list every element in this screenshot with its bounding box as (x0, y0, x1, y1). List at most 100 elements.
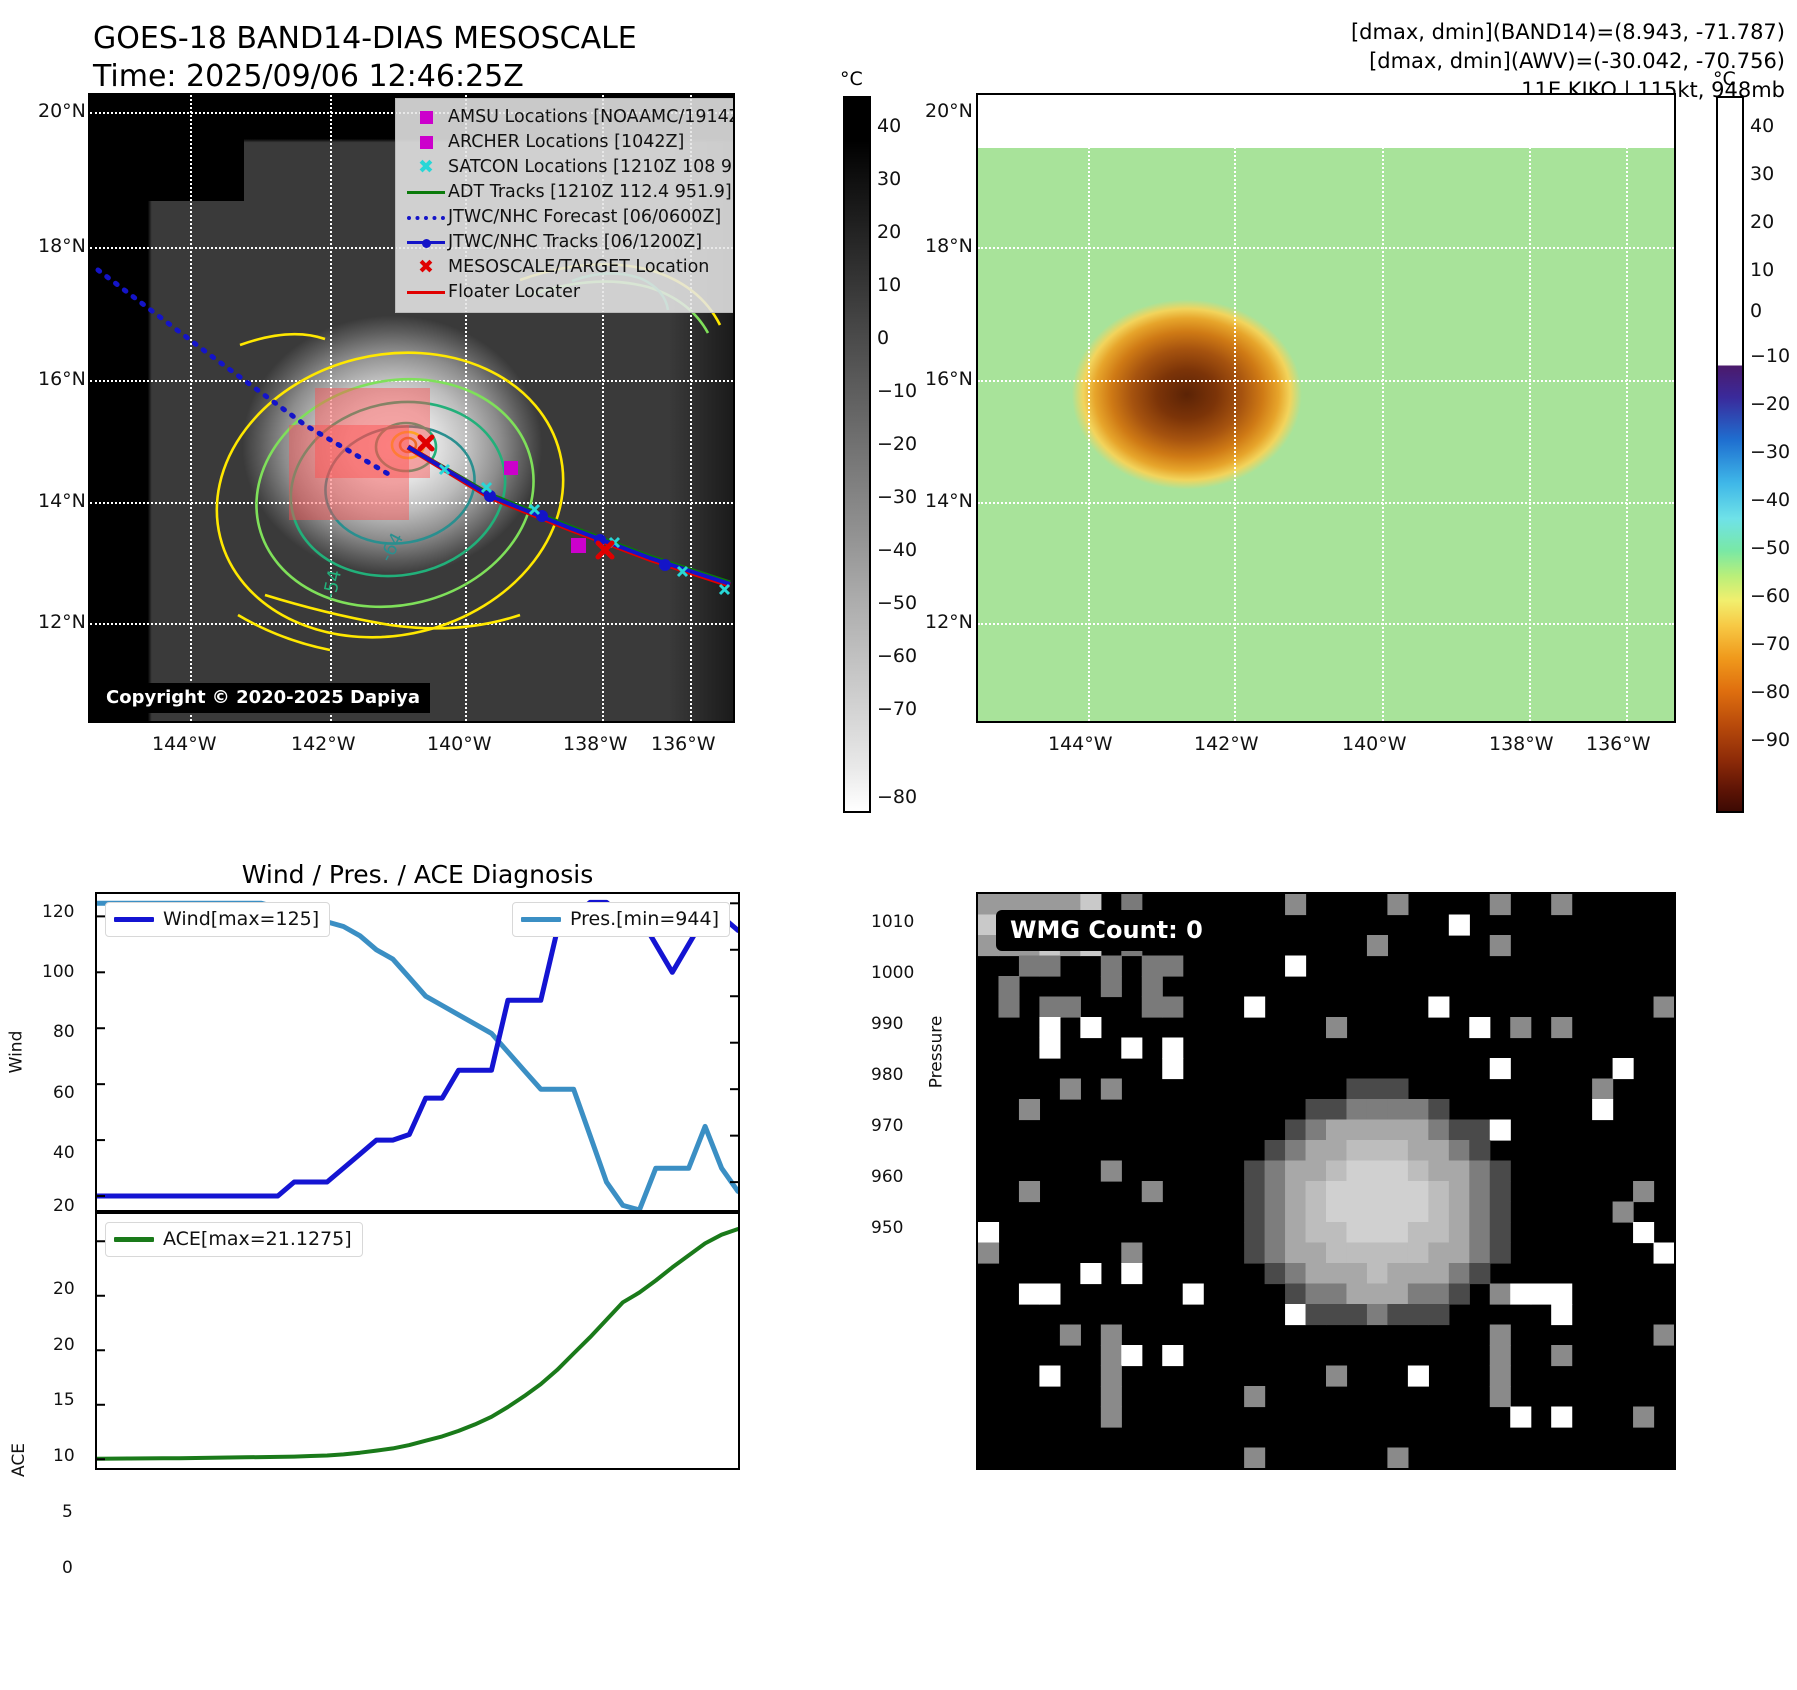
legend-label: JTWC/NHC Tracks [06/1200Z] (448, 231, 703, 252)
ace-legend-label: ACE[max=21.1275] (163, 1228, 352, 1250)
color-lon-tick-138w: 138°W (1489, 733, 1554, 755)
ir-legend: AMSU Locations [NOAAMC/1914Z 85 972] ARC… (395, 98, 735, 313)
pres-tick-970: 970 (871, 1116, 904, 1136)
ace-chart[interactable]: ACE[max=21.1275] (95, 1212, 740, 1470)
pres-tick-1000: 1000 (871, 963, 915, 983)
color-lon-tick-140w: 140°W (1342, 733, 1407, 755)
legend-label: SATCON Locations [1210Z 108 957] (448, 156, 735, 177)
ace-tick-0: 0 (62, 1558, 73, 1578)
color-cbar-tick-m70: −70 (1750, 633, 1791, 655)
ir-cbar-tick-10: 10 (877, 274, 902, 296)
color-lat-tick-18n: 18°N (925, 235, 973, 257)
pressure-legend-label: Pres.[min=944] (570, 908, 719, 930)
color-cbar-tick-m10: −10 (1750, 345, 1791, 367)
color-lat-tick-20n: 20°N (925, 100, 973, 122)
ir-contour-label-54: -54 (319, 568, 346, 601)
color-gridline-lon-138w (1529, 95, 1531, 721)
blue-dotted-line-icon (404, 215, 448, 220)
page-title-line2: Time: 2025/09/06 12:46:25Z (93, 59, 524, 95)
color-lat-tick-14n: 14°N (925, 490, 973, 512)
color-lat-tick-16n: 16°N (925, 368, 973, 390)
color-gridline-lon-142w (1234, 95, 1236, 721)
wind-pressure-chart[interactable]: Wind[max=125] Pres.[min=944] (95, 892, 740, 1212)
ir-cbar-tick-0: 0 (877, 327, 890, 349)
pres-tick-980: 980 (871, 1065, 904, 1085)
color-cbar-tick-m30: −30 (1750, 441, 1791, 463)
legend-item-adt: ADT Tracks [1210Z 112.4 951.9] (404, 180, 733, 205)
ir-lat-tick-16n: 16°N (38, 368, 86, 390)
header-stats: [dmax, dmin](BAND14)=(8.943, -71.787) [d… (1351, 18, 1785, 105)
color-cbar-tick-m50: −50 (1750, 537, 1791, 559)
color-cbar-tick-m60: −60 (1750, 585, 1791, 607)
pressure-axis-label: Pressure (926, 1015, 947, 1089)
color-enhanced-panel[interactable] (976, 93, 1676, 723)
legend-label: JTWC/NHC Forecast [06/0600Z] (448, 206, 722, 227)
page-title: GOES-18 BAND14-DIAS MESOSCALE Time: 2025… (93, 20, 637, 97)
ir-colorbar-gradient (843, 96, 871, 813)
legend-label: MESOSCALE/TARGET Location (448, 256, 710, 277)
pres-tick-950: 950 (871, 1218, 904, 1238)
ir-lon-tick-138w: 138°W (563, 733, 628, 755)
page-title-line1: GOES-18 BAND14-DIAS MESOSCALE (93, 21, 637, 56)
wind-legend-label: Wind[max=125] (163, 908, 320, 930)
legend-item-floater: Floater Locater (404, 280, 733, 305)
wind-tick-20: 20 (53, 1196, 75, 1216)
color-lon-tick-142w: 142°W (1194, 733, 1259, 755)
wmg-panel[interactable]: WMG Count: 0 (976, 892, 1676, 1470)
copyright-badge: Copyright © 2020-2025 Dapiya (96, 683, 431, 713)
ir-contour-label-64: -64 (376, 530, 408, 566)
legend-label: ARCHER Locations [1042Z] (448, 131, 685, 152)
ir-cbar-tick-m30: −30 (877, 486, 918, 508)
pres-tick-960: 960 (871, 1167, 904, 1187)
ir-lat-tick-14n: 14°N (38, 490, 86, 512)
wind-line-swatch (114, 916, 154, 922)
ir-lon-tick-144w: 144°W (152, 733, 217, 755)
header-stat-awv: [dmax, dmin](AWV)=(-30.042, -70.756) (1369, 48, 1785, 73)
legend-item-amsu: AMSU Locations [NOAAMC/1914Z 85 972] (404, 105, 733, 130)
color-colorbar-gradient (1716, 96, 1744, 813)
color-gridline-lat-18n (978, 247, 1674, 249)
ace-legend: ACE[max=21.1275] (105, 1222, 363, 1257)
color-cbar-tick-40: 40 (1750, 115, 1775, 137)
pres-tick-1010: 1010 (871, 912, 915, 932)
ir-cbar-tick-m50: −50 (877, 592, 918, 614)
header-stat-band14: [dmax, dmin](BAND14)=(8.943, -71.787) (1350, 20, 1785, 44)
ir-cbar-tick-20: 20 (877, 221, 902, 243)
color-cbar-tick-10: 10 (1750, 259, 1775, 281)
blue-line-marker-icon (404, 239, 448, 248)
pressure-legend: Pres.[min=944] (512, 902, 730, 937)
color-cbar-tick-m20: −20 (1750, 393, 1791, 415)
color-cbar-tick-m90: −90 (1750, 729, 1791, 751)
color-gridline-lat-12n (978, 623, 1674, 625)
ir-lat-tick-18n: 18°N (38, 235, 86, 257)
color-cbar-tick-m40: −40 (1750, 489, 1791, 511)
ir-lon-tick-142w: 142°W (291, 733, 356, 755)
legend-item-forecast: JTWC/NHC Forecast [06/0600Z] (404, 205, 733, 230)
ir-lon-tick-140w: 140°W (427, 733, 492, 755)
legend-item-satcon: ✖ SATCON Locations [1210Z 108 957] (404, 155, 735, 180)
ir-lat-tick-20n: 20°N (38, 100, 86, 122)
wind-tick-120: 120 (42, 902, 75, 922)
color-lat-tick-12n: 12°N (925, 611, 973, 633)
wmg-cloud-mask (978, 894, 1674, 1468)
wind-pressure-plot-area (97, 894, 738, 1210)
wmg-count-badge: WMG Count: 0 (996, 910, 1217, 951)
color-cbar-tick-0: 0 (1750, 300, 1763, 322)
red-x-icon: ✖ (418, 256, 434, 278)
color-gridline-lon-140w (1382, 95, 1384, 721)
color-gridline-lat-14n (978, 502, 1674, 504)
color-lon-tick-144w: 144°W (1048, 733, 1113, 755)
color-colorbar-unit: °C (1713, 68, 1736, 90)
wind-axis-label: Wind (6, 1030, 27, 1074)
red-line-icon (404, 291, 448, 294)
legend-label: Floater Locater (448, 281, 581, 302)
magenta-square-icon (404, 111, 448, 124)
ace-tick-20: 20 (53, 1279, 75, 1299)
pressure-line-swatch (521, 916, 561, 922)
ir-mesoscale-panel[interactable]: -64 -54 (88, 93, 735, 723)
ace-tick-20b: 20 (53, 1335, 75, 1355)
ir-cbar-tick-m10: −10 (877, 380, 918, 402)
color-gridline-lon-136w (1626, 95, 1628, 721)
pres-tick-990: 990 (871, 1014, 904, 1034)
